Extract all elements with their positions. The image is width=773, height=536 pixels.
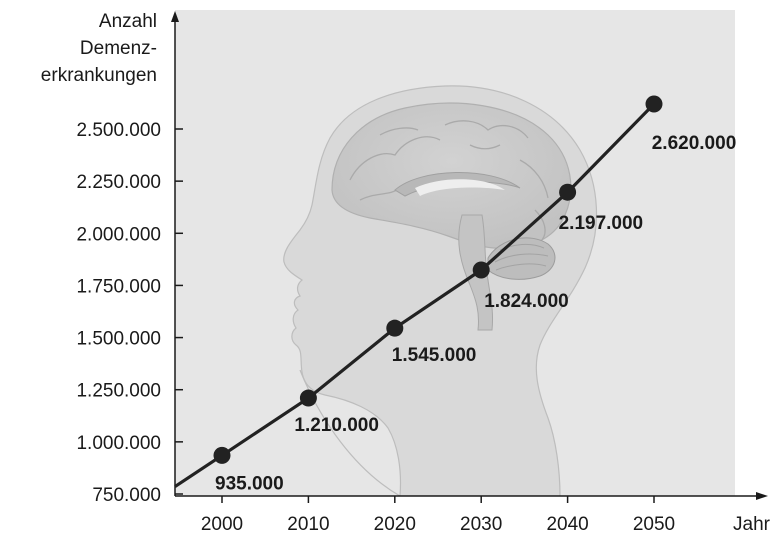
data-label-2000: 935.000	[215, 473, 284, 494]
x-tick-label-3: 2030	[460, 514, 502, 535]
y-axis-title-line-1: Anzahl	[99, 11, 157, 32]
y-tick-label-5: 2.000.000	[76, 224, 161, 245]
y-tick-label-7: 2.500.000	[76, 120, 161, 141]
x-tick-label-0: 2000	[201, 514, 243, 535]
data-point-2010	[299, 389, 317, 407]
y-tick-label-1: 1.000.000	[76, 433, 161, 454]
y-axis-ticks: 750.000 1.000.000 1.250.000 1.500.000 1.750.…	[76, 120, 183, 506]
y-axis-arrow	[171, 11, 179, 22]
x-tick-label-2: 2020	[374, 514, 416, 535]
data-point-2000	[213, 446, 231, 464]
data-point-2020	[386, 319, 404, 337]
x-tick-label-1: 2010	[287, 514, 329, 535]
head-brain-illustration	[283, 85, 598, 496]
neck-line	[299, 369, 401, 496]
y-axis-title-line-2: Demenz-	[80, 38, 157, 59]
y-tick-label-6: 2.250.000	[76, 172, 161, 193]
series-group: 935.000 1.210.000 1.545.000 1.824.000 2.197.…	[174, 95, 737, 494]
data-label-2020: 1.545.000	[392, 345, 477, 366]
y-tick-label-3: 1.500.000	[76, 329, 161, 350]
y-tick-label-4: 1.750.000	[76, 276, 161, 297]
y-axis-title-line-3: erkrankungen	[41, 65, 157, 86]
data-label-2040: 2.197.000	[559, 213, 644, 234]
x-axis-arrow	[756, 492, 768, 500]
x-axis-title: Jahr	[733, 514, 771, 535]
ventricle	[415, 179, 505, 196]
data-label-2010: 1.210.000	[294, 415, 379, 436]
axes	[171, 11, 768, 500]
data-label-2030: 1.824.000	[484, 291, 569, 312]
x-tick-label-4: 2040	[546, 514, 588, 535]
x-tick-label-5: 2050	[633, 514, 675, 535]
y-tick-label-0: 750.000	[92, 485, 161, 506]
data-point-2030	[472, 261, 490, 279]
data-point-2050	[645, 95, 663, 113]
data-point-2040	[559, 183, 577, 201]
data-label-2050: 2.620.000	[652, 133, 737, 154]
x-axis-ticks: 2000 2010 2020 2030 2040 2050	[201, 496, 675, 535]
y-tick-label-2: 1.250.000	[76, 381, 161, 402]
